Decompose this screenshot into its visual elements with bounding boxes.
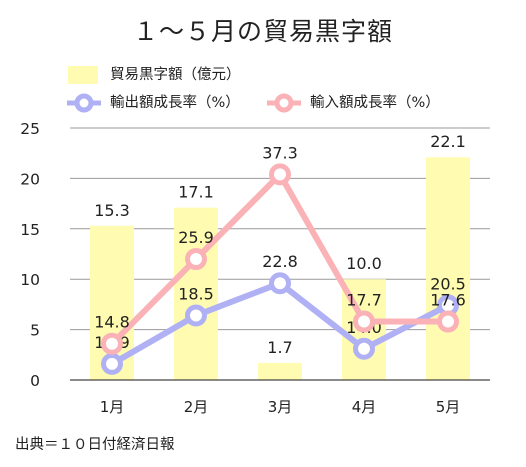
x-tick-label: 5月 (436, 398, 461, 416)
chart-title: １～５月の貿易黒字額 (132, 17, 393, 46)
point-marker (101, 332, 123, 355)
source-note: 出典＝１０日付経済日報 (15, 437, 175, 453)
bar-value-label: 1.7 (267, 338, 292, 357)
legend-swatch-import-line (266, 91, 302, 115)
y-tick-label: 10 (20, 271, 40, 289)
point-value-label: 17.6 (430, 291, 466, 310)
point-value-label: 14.8 (94, 313, 130, 332)
bar-value-label: 17.1 (178, 183, 214, 202)
y-tick-label: 15 (20, 221, 40, 239)
bar-value-label: 22.1 (430, 132, 466, 151)
point-marker (185, 304, 207, 327)
point-value-label: 22.8 (262, 252, 298, 271)
point-marker (269, 272, 291, 295)
legend-swatch-bar (66, 63, 102, 87)
point-value-label: 20.5 (430, 274, 466, 293)
x-tick-label: 4月 (352, 398, 377, 416)
point-marker (353, 337, 375, 360)
y-tick-label: 5 (30, 322, 40, 340)
bar-2 (174, 207, 218, 380)
x-tick-label: 1月 (100, 398, 125, 416)
legend-label-trade-surplus: 貿易黒字額（億元） (110, 67, 241, 83)
point-value-label: 17.7 (346, 291, 382, 310)
bar-value-label: 10.0 (346, 254, 382, 273)
y-tick-label: 0 (30, 372, 40, 390)
point-value-label: 25.9 (178, 228, 214, 247)
legend-label-import-growth: 輸入額成長率（%） (310, 95, 440, 111)
point-value-label: 37.3 (262, 143, 298, 162)
point-marker (101, 352, 123, 375)
bar-5 (426, 157, 470, 380)
point-value-label: 18.5 (178, 284, 214, 303)
point-marker (269, 163, 291, 186)
point-marker (185, 248, 207, 271)
point-marker (353, 310, 375, 333)
legend-label-export-growth: 輸出額成長率（%） (110, 95, 240, 111)
bar-3 (258, 362, 302, 380)
point-marker (437, 310, 459, 333)
y-tick-label: 20 (20, 170, 40, 188)
x-tick-label: 2月 (184, 398, 209, 416)
legend-swatch-export-line (66, 91, 102, 115)
x-tick-label: 3月 (268, 398, 293, 416)
y-tick-label: 25 (20, 120, 40, 138)
bar-value-label: 15.3 (94, 201, 130, 220)
